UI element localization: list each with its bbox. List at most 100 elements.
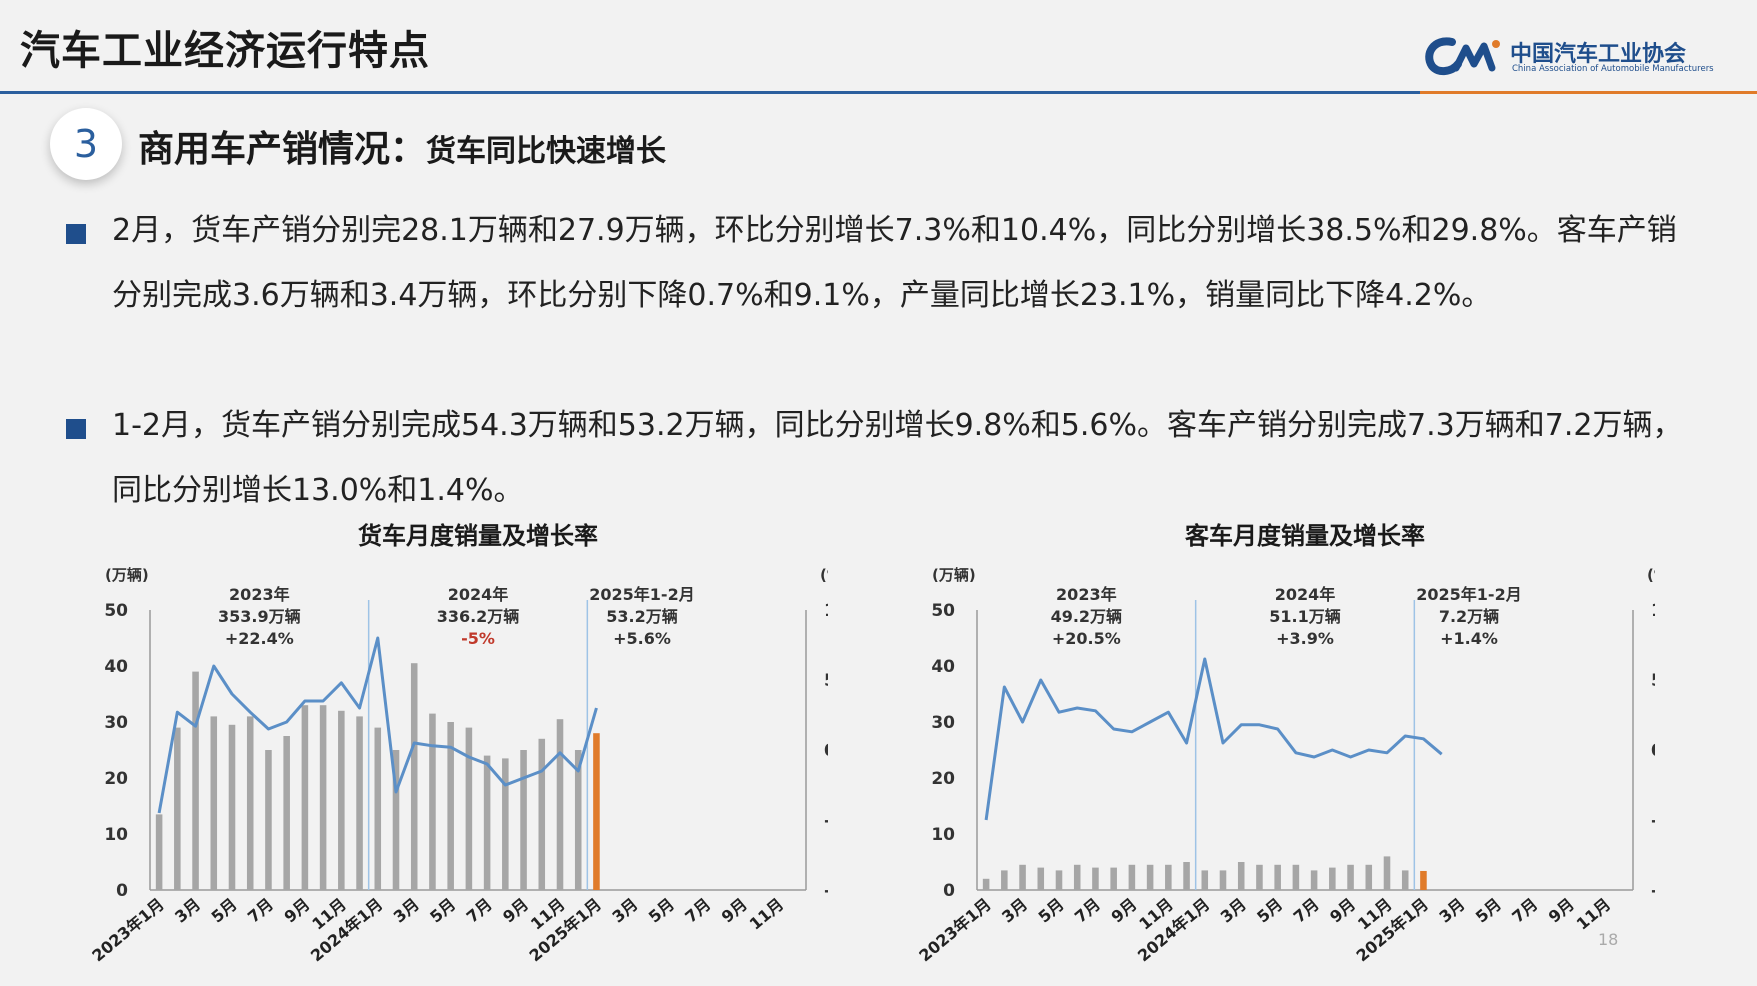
- x-tick-label: 3月: [998, 895, 1031, 927]
- period-annotation: 2024年: [1275, 585, 1336, 604]
- bar: [1037, 867, 1045, 890]
- bar: [374, 727, 382, 890]
- y2-tick-label: -50: [1651, 811, 1655, 831]
- bar: [1219, 870, 1227, 890]
- bar: [265, 750, 272, 890]
- x-tick-label: 3月: [608, 895, 641, 927]
- bar: [228, 724, 236, 890]
- x-tick-label: 7月: [1071, 895, 1104, 927]
- chart-title: 客车月度销量及增长率: [1185, 522, 1425, 550]
- period-annotation: 2025年1-2月: [1416, 585, 1521, 604]
- bar: [556, 719, 564, 890]
- bar: [1183, 862, 1190, 890]
- bar: [1092, 867, 1099, 890]
- bullet-item: 1-2月，货车产销分别完成54.3万辆和53.2万辆，同比分别增长9.8%和5.…: [66, 393, 1702, 523]
- x-tick-label: 7月: [681, 895, 714, 927]
- x-tick-label: 2023年1月: [915, 895, 994, 966]
- x-tick-label: 3月: [171, 895, 204, 927]
- bar-highlight: [593, 733, 600, 890]
- bar: [1128, 864, 1136, 890]
- bar: [1365, 864, 1373, 890]
- bar: [1274, 864, 1281, 890]
- bar: [429, 713, 436, 890]
- y-axis-label: (万辆): [932, 566, 976, 584]
- bar: [1055, 870, 1063, 890]
- brand-name: 中国汽车工业协会: [1510, 42, 1687, 67]
- y2-tick-label: 100: [1651, 601, 1655, 621]
- bar-highlight: [1420, 870, 1427, 890]
- x-tick-label: 7月: [1290, 895, 1323, 927]
- bullet-square-icon: [66, 224, 86, 244]
- bar: [246, 716, 254, 890]
- bar: [338, 710, 345, 890]
- bar: [283, 736, 290, 890]
- bar: [1401, 870, 1409, 890]
- header-divider-accent: [1420, 91, 1757, 94]
- bar: [1310, 870, 1318, 890]
- x-tick-label: 3月: [1435, 895, 1468, 927]
- y2-tick-label: -100: [1651, 881, 1655, 901]
- period-annotation: 353.9万辆: [218, 607, 301, 626]
- y-tick-label: 20: [931, 769, 955, 789]
- section-number-badge: 3: [50, 108, 122, 180]
- x-tick-label: 7月: [244, 895, 277, 927]
- period-annotation: 2025年1-2月: [589, 585, 694, 604]
- y-tick-label: 50: [104, 601, 128, 621]
- period-annotation: 2023年: [229, 585, 290, 604]
- bullet-text: 1-2月，货车产销分别完成54.3万辆和53.2万辆，同比分别增长9.8%和5.…: [112, 408, 1683, 508]
- bar: [392, 750, 400, 890]
- bar: [447, 722, 454, 890]
- bar: [1201, 870, 1209, 890]
- y-tick-label: 20: [104, 769, 128, 789]
- bar: [574, 750, 582, 890]
- y2-tick-label: 50: [1651, 671, 1655, 691]
- header-divider: [0, 91, 1757, 94]
- bar: [155, 814, 163, 890]
- bar: [1329, 867, 1336, 890]
- y2-tick-label: -50: [824, 811, 828, 831]
- x-tick-label: 11月: [1573, 895, 1615, 934]
- x-tick-label: 11月: [746, 895, 788, 934]
- bar: [1165, 864, 1172, 890]
- x-tick-label: 5月: [645, 895, 678, 927]
- bar: [1146, 864, 1154, 890]
- y-tick-label: 40: [104, 657, 128, 677]
- bar: [982, 878, 990, 890]
- x-tick-label: 2023年1月: [88, 895, 167, 966]
- x-tick-label: 9月: [1107, 895, 1140, 927]
- page-number: 18: [1598, 930, 1619, 949]
- bar: [538, 738, 546, 890]
- growth-line: [157, 636, 598, 814]
- section-title-main: 商用车产销情况：: [138, 129, 427, 170]
- period-annotation: +20.5%: [1052, 629, 1121, 648]
- y2-tick-label: 0: [824, 741, 828, 761]
- bar: [1347, 864, 1354, 890]
- period-annotation: +3.9%: [1276, 629, 1334, 648]
- period-annotation: 336.2万辆: [437, 607, 520, 626]
- x-tick-label: 5月: [1253, 895, 1286, 927]
- brand-english-name: China Association of Automobile Manufact…: [1512, 64, 1714, 74]
- bar: [356, 716, 363, 890]
- y-tick-label: 40: [931, 657, 955, 677]
- bar: [410, 663, 418, 890]
- x-tick-label: 9月: [1326, 895, 1359, 927]
- x-tick-label: 5月: [1035, 895, 1068, 927]
- period-annotation: +1.4%: [1440, 629, 1498, 648]
- bar: [502, 758, 509, 890]
- period-annotation: 2024年: [448, 585, 509, 604]
- bar: [483, 755, 491, 890]
- x-tick-label: 9月: [280, 895, 313, 927]
- bar: [520, 750, 527, 890]
- chart-title: 货车月度销量及增长率: [358, 522, 598, 550]
- bullet-square-icon: [66, 419, 86, 439]
- bullet-item: 2月，货车产销分别完28.1万辆和27.9万辆，环比分别增长7.3%和10.4%…: [66, 198, 1702, 328]
- truck-sales-chart: 货车月度销量及增长率 (万辆) (%) 0 10 20 30 40 50 -100 -50 0 50 10…: [88, 522, 828, 966]
- x-tick-label: 5月: [426, 895, 459, 927]
- bar: [465, 727, 473, 890]
- bar: [1110, 867, 1117, 890]
- x-tick-label: 9月: [499, 895, 532, 927]
- x-tick-label: 5月: [208, 895, 241, 927]
- bar: [1019, 864, 1026, 890]
- caam-logo-icon: [1425, 37, 1500, 75]
- bar: [301, 705, 309, 890]
